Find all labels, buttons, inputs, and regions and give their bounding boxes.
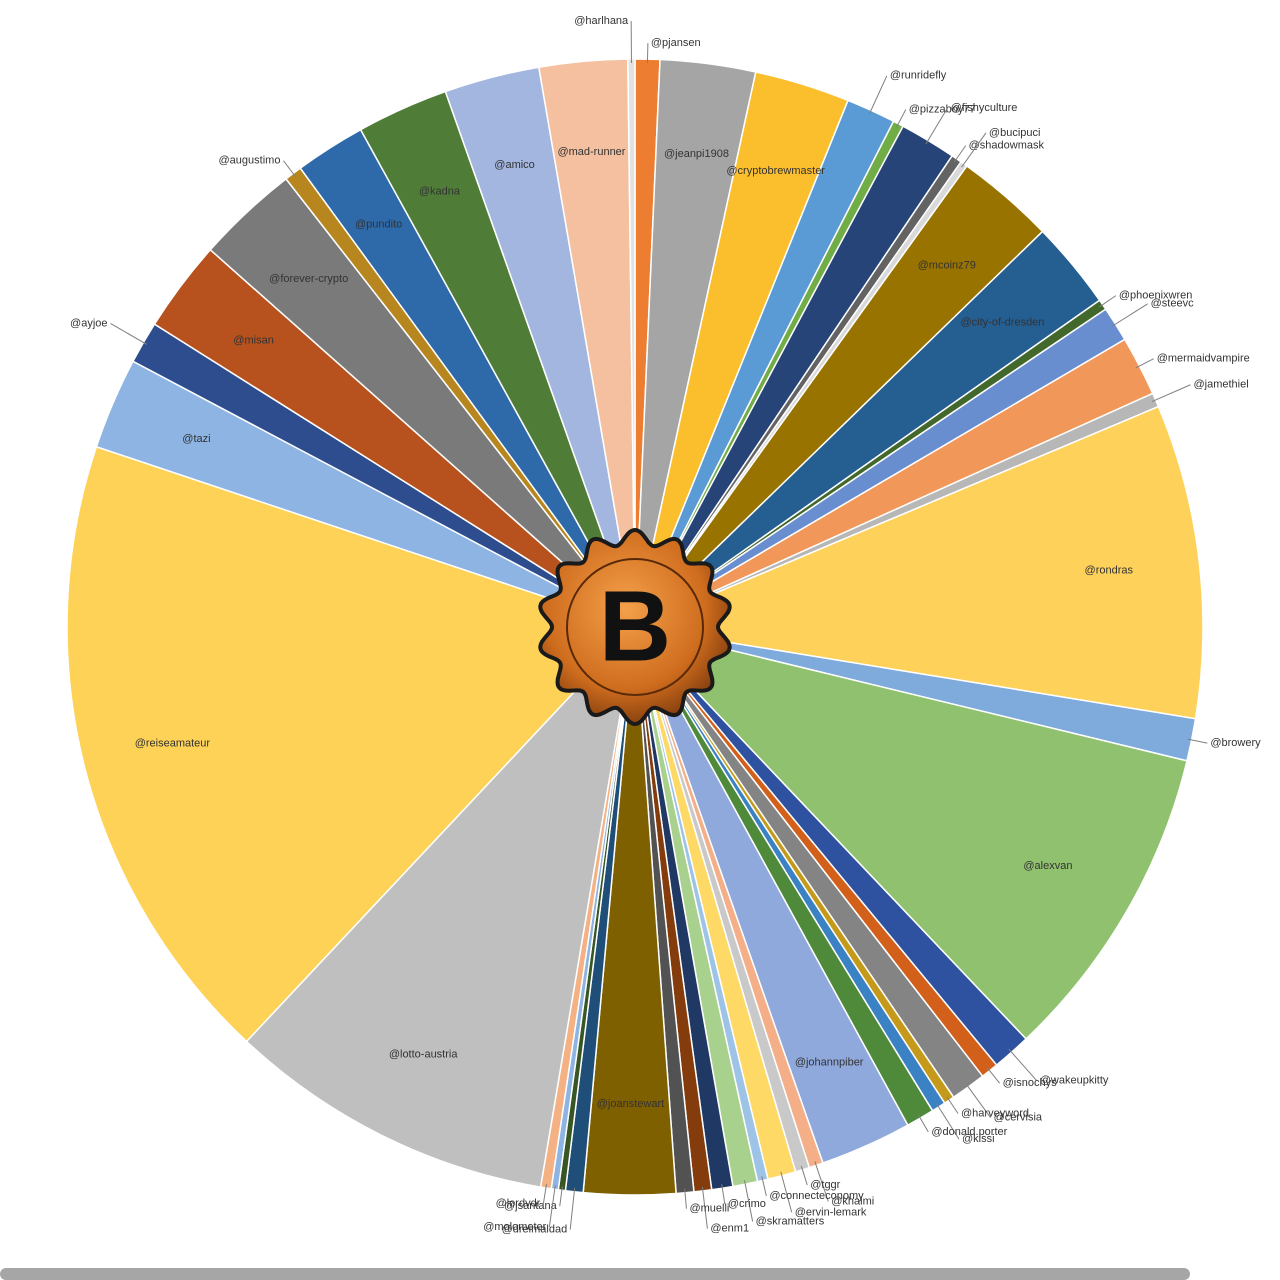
slice-label: @harveyword <box>961 1107 1029 1119</box>
leader-line <box>800 1165 808 1186</box>
leader-line <box>1151 384 1191 403</box>
leader-line <box>1111 303 1148 327</box>
leader-line <box>1008 1048 1038 1082</box>
labels: @pjansen @jeanpi1908 @cryptobrewmaster @run… <box>70 15 1261 1236</box>
leader-line <box>110 323 148 345</box>
leader-line <box>965 1083 991 1119</box>
slices <box>66 58 1204 1196</box>
leader-line <box>559 1186 563 1207</box>
leader-line <box>946 1096 959 1114</box>
slice-label: @tazi <box>182 433 210 445</box>
slice-label: @city-of-dresden <box>961 317 1045 329</box>
slice-label: @runridefly <box>890 70 947 82</box>
slice-label: @enm1 <box>710 1223 749 1235</box>
leader-line <box>936 1103 960 1140</box>
leader-line <box>1135 358 1154 369</box>
slice-label: @alexvan <box>1023 860 1072 872</box>
leader-line <box>701 1186 708 1229</box>
leader-line <box>721 1184 726 1205</box>
leader-line <box>1187 738 1208 744</box>
leader-line <box>917 1114 929 1133</box>
slice <box>632 625 1188 1041</box>
leader-line <box>542 1183 548 1204</box>
slice-label: @isnochys <box>1003 1077 1057 1089</box>
slice-label: @dreimaldad <box>502 1223 568 1235</box>
leader-line <box>1099 295 1117 308</box>
leader-line <box>868 75 888 115</box>
scrollbar <box>0 1268 1190 1280</box>
slice-label: @ayjoe <box>70 317 107 329</box>
slice-label: @mcoinz79 <box>918 260 976 272</box>
slice-label: @kadna <box>419 186 461 198</box>
slice-label: @tggr <box>810 1179 840 1191</box>
leader-line <box>761 1176 767 1197</box>
slice-label: @wakeupkitty <box>1040 1075 1109 1087</box>
slice-label: @jeanpi1908 <box>664 148 729 160</box>
slice-label: @johannpiber <box>795 1057 864 1069</box>
slice-label: @donald.porter <box>931 1126 1007 1138</box>
leader-line <box>780 1171 793 1213</box>
badge-letter: B <box>599 570 671 682</box>
slice-label: @pjansen <box>651 37 701 49</box>
leader-line <box>548 1185 556 1227</box>
slice-label: @steevc <box>1151 298 1194 310</box>
slice-label: @kissi <box>962 1133 995 1145</box>
badge-ring <box>566 558 704 696</box>
slice-label: @harlhana <box>574 15 629 27</box>
leader-line <box>283 160 296 177</box>
leader-line <box>684 1188 687 1209</box>
slice-label: @muelli <box>689 1203 729 1215</box>
slice-label: @pundito <box>355 218 402 230</box>
slice-label: @mad-runner <box>557 146 625 158</box>
badge: B <box>538 527 732 727</box>
slice-label: @shadowmask <box>969 140 1045 152</box>
slice <box>632 405 1204 720</box>
leader-line <box>743 1180 754 1222</box>
leader-line <box>814 1161 829 1202</box>
slice-label: @cryptobrewmaster <box>726 165 825 177</box>
slice-label: @lordvdr <box>496 1198 541 1210</box>
leader-line <box>961 132 987 168</box>
slice-label: @jamethiel <box>1193 379 1248 391</box>
slice-label: @fishyculture <box>951 102 1018 114</box>
slice-label: @connecteconomy <box>769 1190 864 1202</box>
slice-label: @molometer <box>483 1221 546 1233</box>
slice-label: @forever-crypto <box>269 273 348 285</box>
slice-label: @jsantana <box>504 1200 558 1212</box>
slice-label: @browery <box>1210 737 1261 749</box>
slice-label: @mermaidvampire <box>1157 353 1250 365</box>
slice-label: @joanstewart <box>597 1098 664 1110</box>
slice-label: @pizzaboy77 <box>909 103 976 115</box>
slice-label: @amico <box>494 159 535 171</box>
slice-label: @bucipuci <box>989 127 1041 139</box>
slice-label: @khaimi <box>831 1195 874 1207</box>
slice-label: @reiseamateur <box>135 738 211 750</box>
slice-label: @lotto-austria <box>389 1048 459 1060</box>
leader-line <box>896 109 907 128</box>
slice-label: @cervisia <box>994 1112 1043 1124</box>
slice-label: @phoenixwren <box>1119 290 1193 302</box>
leader-line <box>925 107 949 145</box>
leader-line <box>953 145 967 163</box>
slice <box>66 445 637 1043</box>
slice-label: @augustimo <box>219 155 281 167</box>
slice-label: @ervin-lemark <box>795 1206 867 1218</box>
leader-line <box>986 1067 1001 1084</box>
slice-label: @crimo <box>728 1198 766 1210</box>
leader-line <box>569 1187 576 1230</box>
slice-label: @rondras <box>1085 565 1134 577</box>
slice-label: @misan <box>233 334 274 346</box>
slice <box>245 624 637 1188</box>
slice-label: @skramatters <box>756 1215 825 1227</box>
